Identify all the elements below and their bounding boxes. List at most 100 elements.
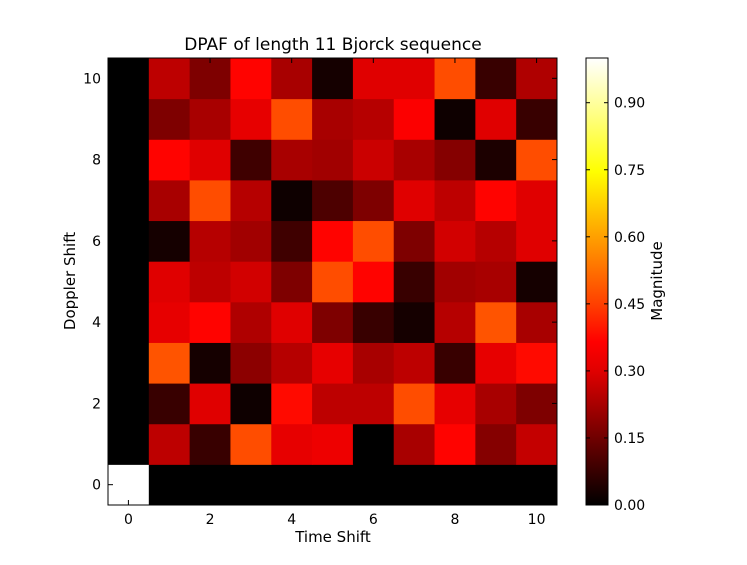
x-axis-label: Time Shift xyxy=(294,528,371,546)
heatmap-cell xyxy=(230,220,272,262)
heatmap-cell xyxy=(148,220,191,262)
heatmap-cell xyxy=(108,383,150,425)
heatmap-cell xyxy=(352,301,395,343)
heatmap-cell xyxy=(148,58,191,100)
colorbar-tick-label: 0.00 xyxy=(614,498,645,514)
heatmap-cell xyxy=(393,220,436,262)
y-tick-label: 2 xyxy=(92,396,101,412)
heatmap-cell xyxy=(108,220,150,262)
heatmap-cell xyxy=(148,179,191,222)
heatmap-cell xyxy=(393,98,436,140)
colorbar-tick-label: 0.90 xyxy=(614,96,645,112)
heatmap-cell xyxy=(434,301,476,343)
heatmap-cell xyxy=(230,342,272,384)
y-tick-label: 10 xyxy=(83,71,101,87)
heatmap-cell xyxy=(434,139,476,181)
heatmap-cell xyxy=(108,464,150,506)
heatmap-cell xyxy=(271,464,313,506)
heatmap-cell xyxy=(312,261,354,303)
heatmap-cell xyxy=(352,179,395,222)
heatmap-cell xyxy=(271,301,313,343)
heatmap-cell xyxy=(434,179,476,222)
heatmap-cell xyxy=(108,342,150,384)
heatmap-cell xyxy=(516,98,558,140)
heatmap-cell xyxy=(148,383,191,425)
heatmap-cell xyxy=(148,301,191,343)
heatmap-cell xyxy=(271,139,313,181)
heatmap-cell xyxy=(516,58,558,100)
heatmap-cell xyxy=(475,179,517,222)
heatmap-cell xyxy=(352,139,395,181)
heatmap-cell xyxy=(352,342,395,384)
heatmap-cell xyxy=(475,423,517,465)
heatmap-cell xyxy=(148,423,191,465)
heatmap-cell xyxy=(475,383,517,425)
heatmap-cell xyxy=(393,383,436,425)
heatmap-cell xyxy=(108,98,150,140)
heatmap-cell xyxy=(230,423,272,465)
heatmap-cell xyxy=(475,139,517,181)
heatmap-cell xyxy=(393,139,436,181)
heatmap-cell xyxy=(516,220,558,262)
x-tick-label: 8 xyxy=(450,512,459,528)
heatmap-cell xyxy=(189,301,231,343)
heatmap-cell xyxy=(230,261,272,303)
heatmap-cell xyxy=(189,220,231,262)
heatmap-cell xyxy=(434,464,476,506)
plot-frame xyxy=(107,57,558,506)
heatmap-cell xyxy=(271,220,313,262)
x-tick-label: 6 xyxy=(369,512,378,528)
heatmap-cell xyxy=(312,464,354,506)
heatmap-cell xyxy=(312,98,354,140)
heatmap-cell xyxy=(108,261,150,303)
heatmap-cell xyxy=(352,383,395,425)
heatmap-cell xyxy=(434,58,476,100)
heatmap-cell xyxy=(148,261,191,303)
heatmap-cell xyxy=(189,423,231,465)
heatmap-cell xyxy=(189,464,231,506)
heatmap-cell xyxy=(516,261,558,303)
heatmap-cell xyxy=(393,423,436,465)
heatmap-cell xyxy=(516,383,558,425)
heatmap-cell xyxy=(230,58,272,100)
colorbar-tick-label: 0.75 xyxy=(614,163,645,179)
heatmap-cell xyxy=(516,423,558,465)
colorbar-label: Magnitude xyxy=(648,241,666,320)
heatmap-cell xyxy=(189,139,231,181)
heatmap-cell xyxy=(271,342,313,384)
heatmap-cell xyxy=(434,423,476,465)
heatmap-cell xyxy=(230,98,272,140)
heatmap-cell xyxy=(434,383,476,425)
heatmap-cell xyxy=(230,464,272,506)
heatmap-cell xyxy=(148,139,191,181)
heatmap-cell xyxy=(230,383,272,425)
colorbar-tick-label: 0.60 xyxy=(614,230,645,246)
heatmap-cell xyxy=(189,98,231,140)
heatmap-cell xyxy=(352,261,395,303)
heatmap-cell xyxy=(475,98,517,140)
heatmap-cell xyxy=(434,261,476,303)
chart-title: DPAF of length 11 Bjorck sequence xyxy=(184,35,481,55)
y-tick-label: 6 xyxy=(92,234,101,250)
heatmap-cell xyxy=(434,220,476,262)
heatmap-cell xyxy=(393,58,436,100)
heatmap-cells xyxy=(108,58,558,506)
heatmap-cell xyxy=(475,301,517,343)
heatmap-cell xyxy=(475,220,517,262)
heatmap-cell xyxy=(312,342,354,384)
heatmap-cell xyxy=(393,342,436,384)
heatmap-cell xyxy=(189,342,231,384)
heatmap-cell xyxy=(148,464,191,506)
heatmap-cell xyxy=(475,261,517,303)
heatmap-cell xyxy=(475,58,517,100)
heatmap-cell xyxy=(271,179,313,222)
heatmap-cell xyxy=(230,139,272,181)
heatmap-cell xyxy=(230,301,272,343)
heatmap-cell xyxy=(516,139,558,181)
heatmap-cell xyxy=(516,464,558,506)
heatmap-cell xyxy=(271,261,313,303)
heatmap-cell xyxy=(271,383,313,425)
heatmap-cell xyxy=(108,301,150,343)
x-tick-label: 2 xyxy=(206,512,215,528)
colorbar-tick-label: 0.15 xyxy=(614,431,645,447)
